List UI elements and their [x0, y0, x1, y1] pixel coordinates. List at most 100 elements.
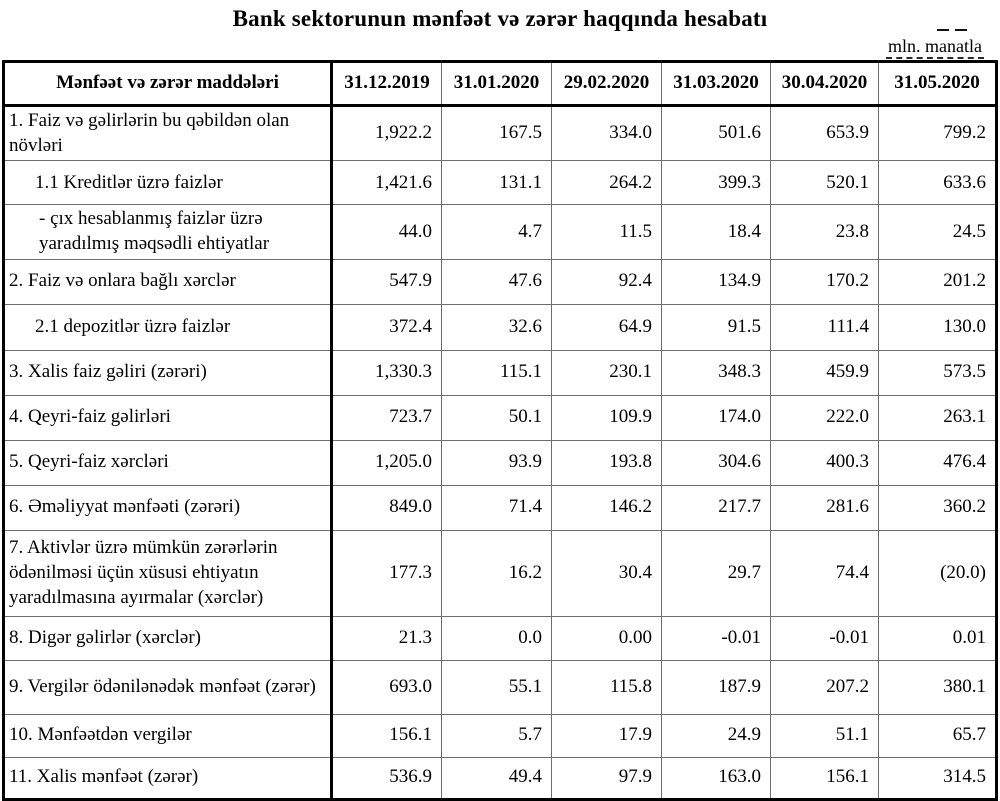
cell-value: 0.00: [551, 615, 662, 661]
cell-value: 29.7: [661, 529, 771, 617]
cell-value: 723.7: [331, 394, 442, 441]
cell-value: 573.5: [878, 349, 997, 396]
cell-value: 146.2: [551, 484, 662, 531]
cell-value: 1,330.3: [331, 349, 442, 396]
overline-dash-icon: [936, 29, 949, 31]
cell-value: -0.01: [661, 615, 771, 661]
cell-value: 1,205.0: [331, 439, 442, 486]
unit-note-row: mln. manatla: [0, 29, 1000, 59]
row-label: 11. Xalis mənfəət (zərər): [3, 756, 333, 800]
header-items-column: Mənfəət və zərər maddələri: [3, 61, 333, 107]
table-row: - çıx hesablanmış faizlər üzrə yaradılmı…: [3, 204, 997, 260]
cell-value: 24.5: [878, 204, 997, 260]
table-row: 5. Qeyri-faiz xərcləri 1,205.0 93.9 193.…: [3, 439, 997, 486]
cell-value: 174.0: [661, 394, 771, 441]
cell-value: 653.9: [770, 104, 879, 162]
cell-value: 799.2: [878, 104, 997, 162]
cell-value: 115.1: [441, 349, 552, 396]
header-row: Mənfəət və zərər maddələri 31.12.2019 31…: [3, 61, 997, 107]
row-label: 10. Mənfəətdən vergilər: [3, 713, 333, 758]
table-body: 1. Faiz və gəlirlərin bu qəbildən olan n…: [3, 104, 997, 800]
cell-value: 476.4: [878, 439, 997, 486]
cell-value: 97.9: [551, 756, 662, 800]
header-date-column: 29.02.2020: [551, 61, 662, 107]
cell-value: (20.0): [878, 529, 997, 617]
cell-value: 360.2: [878, 484, 997, 531]
cell-value: 134.9: [661, 258, 771, 305]
cell-value: 32.6: [441, 303, 552, 351]
unit-note-label: mln. manatla: [888, 36, 982, 56]
table-row: 1. Faiz və gəlirlərin bu qəbildən olan n…: [3, 104, 997, 162]
cell-value: 187.9: [661, 659, 771, 715]
profit-loss-table: Mənfəət və zərər maddələri 31.12.2019 31…: [2, 60, 998, 801]
row-label: 6. Əməliyyat mənfəəti (zərəri): [3, 484, 333, 531]
cell-value: 207.2: [770, 659, 879, 715]
row-label: 3. Xalis faiz gəliri (zərəri): [3, 349, 333, 396]
cell-value: 334.0: [551, 104, 662, 162]
table-row: 4. Qeyri-faiz gəlirləri 723.7 50.1 109.9…: [3, 394, 997, 441]
cell-value: 130.0: [878, 303, 997, 351]
cell-value: 18.4: [661, 204, 771, 260]
cell-value: 92.4: [551, 258, 662, 305]
cell-value: 547.9: [331, 258, 442, 305]
cell-value: 30.4: [551, 529, 662, 617]
row-label: 7. Aktivlər üzrə mümkün zərərlərin ödəni…: [3, 529, 333, 617]
table-row: 1.1 Kreditlər üzrə faizlər 1,421.6 131.1…: [3, 160, 997, 206]
cell-value: 849.0: [331, 484, 442, 531]
cell-value: 64.9: [551, 303, 662, 351]
cell-value: 263.1: [878, 394, 997, 441]
cell-value: 501.6: [661, 104, 771, 162]
cell-value: 193.8: [551, 439, 662, 486]
cell-value: 47.6: [441, 258, 552, 305]
table-row: 11. Xalis mənfəət (zərər) 536.9 49.4 97.…: [3, 756, 997, 800]
cell-value: 49.4: [441, 756, 552, 800]
cell-value: 201.2: [878, 258, 997, 305]
cell-value: 459.9: [770, 349, 879, 396]
row-label: 8. Digər gəlirlər (xərclər): [3, 615, 333, 661]
cell-value: 177.3: [331, 529, 442, 617]
cell-value: 348.3: [661, 349, 771, 396]
cell-value: 633.6: [878, 160, 997, 206]
cell-value: 217.7: [661, 484, 771, 531]
table-header: Mənfəət və zərər maddələri 31.12.2019 31…: [3, 61, 997, 107]
cell-value: 11.5: [551, 204, 662, 260]
cell-value: 304.6: [661, 439, 771, 486]
cell-value: 281.6: [770, 484, 879, 531]
cell-value: 167.5: [441, 104, 552, 162]
overline-dash-icon: [954, 29, 967, 31]
cell-value: 222.0: [770, 394, 879, 441]
cell-value: 1,922.2: [331, 104, 442, 162]
table-row: 7. Aktivlər üzrə mümkün zərərlərin ödəni…: [3, 529, 997, 617]
cell-value: 0.0: [441, 615, 552, 661]
cell-value: 5.7: [441, 713, 552, 758]
cell-value: 0.01: [878, 615, 997, 661]
table-row: 3. Xalis faiz gəliri (zərəri) 1,330.3 11…: [3, 349, 997, 396]
row-label: 1.1 Kreditlər üzrə faizlər: [3, 160, 333, 206]
cell-value: 44.0: [331, 204, 442, 260]
cell-value: 16.2: [441, 529, 552, 617]
cell-value: 4.7: [441, 204, 552, 260]
cell-value: 400.3: [770, 439, 879, 486]
cell-value: 230.1: [551, 349, 662, 396]
cell-value: 372.4: [331, 303, 442, 351]
row-label: 2.1 depozitlər üzrə faizlər: [3, 303, 333, 351]
unit-note: mln. manatla: [886, 29, 984, 59]
row-label: 1. Faiz və gəlirlərin bu qəbildən olan n…: [3, 104, 333, 162]
cell-value: 21.3: [331, 615, 442, 661]
cell-value: 536.9: [331, 756, 442, 800]
cell-value: 156.1: [770, 756, 879, 800]
header-date-column: 31.12.2019: [331, 61, 442, 107]
cell-value: 115.8: [551, 659, 662, 715]
cell-value: 399.3: [661, 160, 771, 206]
table-row: 2. Faiz və onlara bağlı xərclər 547.9 47…: [3, 258, 997, 305]
page-title: Bank sektorunun mənfəət və zərər haqqınd…: [232, 6, 768, 31]
cell-value: 74.4: [770, 529, 879, 617]
cell-value: 170.2: [770, 258, 879, 305]
cell-value: 109.9: [551, 394, 662, 441]
header-date-column: 31.05.2020: [878, 61, 997, 107]
table-row: 10. Mənfəətdən vergilər 156.1 5.7 17.9 2…: [3, 713, 997, 758]
row-label: - çıx hesablanmış faizlər üzrə yaradılmı…: [3, 204, 333, 260]
cell-value: 163.0: [661, 756, 771, 800]
cell-value: 264.2: [551, 160, 662, 206]
row-label: 9. Vergilər ödənilənədək mənfəət (zərər): [3, 659, 333, 715]
